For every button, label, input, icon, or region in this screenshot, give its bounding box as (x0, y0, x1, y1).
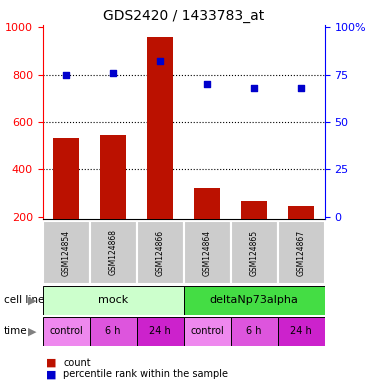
Text: count: count (63, 358, 91, 368)
Bar (90, 221, 137, 284)
Text: ▶: ▶ (28, 326, 37, 336)
Point (298, 85, 304, 91)
Bar (43, 286, 184, 315)
Text: GSM124868: GSM124868 (109, 230, 118, 275)
Text: ■: ■ (46, 369, 57, 379)
Text: cell line: cell line (4, 295, 44, 306)
Bar (278, 317, 325, 346)
Text: 6 h: 6 h (246, 326, 262, 336)
Bar (288, 206, 314, 264)
Text: deltaNp73alpha: deltaNp73alpha (210, 295, 299, 306)
Text: time: time (4, 326, 27, 336)
Text: GSM124864: GSM124864 (203, 229, 211, 276)
Text: GSM124867: GSM124867 (297, 229, 306, 276)
Text: control: control (49, 326, 83, 336)
Point (157, 58, 163, 65)
Point (110, 70, 116, 76)
Point (251, 85, 257, 91)
Bar (231, 221, 278, 284)
Text: 24 h: 24 h (149, 326, 171, 336)
Text: percentile rank within the sample: percentile rank within the sample (63, 369, 228, 379)
Text: 24 h: 24 h (290, 326, 312, 336)
Text: GSM124865: GSM124865 (250, 229, 259, 276)
Bar (43, 317, 90, 346)
Bar (100, 135, 126, 264)
Bar (147, 37, 173, 264)
Point (63, 71, 69, 78)
Bar (137, 221, 184, 284)
Text: 6 h: 6 h (105, 326, 121, 336)
Bar (241, 201, 267, 264)
Text: mock: mock (98, 295, 128, 306)
Bar (231, 317, 278, 346)
Bar (194, 188, 220, 264)
Bar (90, 317, 137, 346)
Text: GSM124854: GSM124854 (62, 229, 70, 276)
Bar (137, 317, 184, 346)
Text: ▶: ▶ (28, 295, 37, 306)
Text: ■: ■ (46, 358, 57, 368)
Bar (184, 286, 325, 315)
Bar (53, 139, 79, 264)
Bar (278, 221, 325, 284)
Text: control: control (190, 326, 224, 336)
Bar (184, 221, 231, 284)
Title: GDS2420 / 1433783_at: GDS2420 / 1433783_at (103, 8, 264, 23)
Point (204, 81, 210, 87)
Text: GSM124866: GSM124866 (156, 229, 165, 276)
Bar (43, 221, 90, 284)
Bar (184, 317, 231, 346)
